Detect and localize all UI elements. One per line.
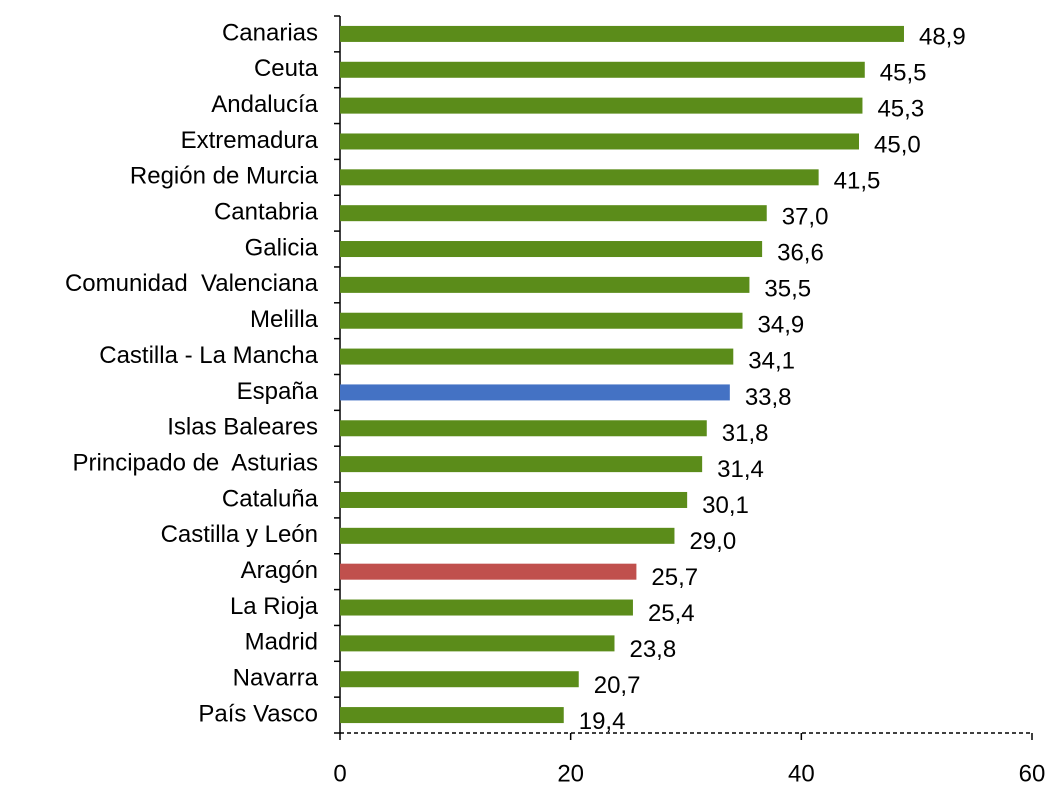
value-label: 20,7 bbox=[594, 672, 641, 699]
y-tick-label: España bbox=[237, 378, 319, 405]
value-label: 36,6 bbox=[777, 240, 824, 267]
value-label: 45,0 bbox=[874, 131, 921, 158]
bar bbox=[340, 276, 750, 293]
bar bbox=[340, 599, 633, 616]
bar bbox=[340, 169, 819, 186]
bar bbox=[340, 456, 703, 473]
y-tick-label: Cataluña bbox=[222, 485, 319, 512]
bar bbox=[340, 25, 904, 42]
x-tick-label: 40 bbox=[788, 760, 815, 785]
value-label: 41,5 bbox=[834, 167, 881, 194]
value-label: 34,9 bbox=[758, 312, 805, 339]
value-label: 48,9 bbox=[919, 23, 966, 50]
value-label: 45,5 bbox=[880, 59, 927, 86]
bar bbox=[340, 563, 637, 580]
y-tick-label: Islas Baleares bbox=[167, 414, 318, 441]
bar bbox=[340, 635, 615, 652]
y-tick-label: La Rioja bbox=[230, 593, 319, 620]
value-label: 30,1 bbox=[702, 492, 749, 519]
value-label: 31,8 bbox=[722, 420, 769, 447]
value-label: 29,0 bbox=[689, 528, 736, 555]
value-label: 33,8 bbox=[745, 384, 792, 411]
x-tick-label: 20 bbox=[557, 760, 584, 785]
bar bbox=[340, 241, 763, 258]
value-label: 23,8 bbox=[629, 636, 676, 663]
bar bbox=[340, 97, 863, 114]
value-label: 35,5 bbox=[764, 276, 811, 303]
bar bbox=[340, 420, 707, 437]
y-tick-label: Canarias bbox=[222, 19, 318, 46]
bar bbox=[340, 491, 688, 508]
y-tick-label: Galicia bbox=[245, 234, 319, 261]
y-tick-label: País Vasco bbox=[198, 700, 318, 727]
value-label: 37,0 bbox=[782, 204, 829, 231]
value-label: 31,4 bbox=[717, 456, 764, 483]
y-tick-label: Comunidad Valenciana bbox=[65, 270, 319, 297]
bar bbox=[340, 61, 865, 78]
y-tick-label: Andalucía bbox=[211, 91, 318, 118]
bar bbox=[340, 527, 675, 544]
bar bbox=[340, 671, 579, 688]
bar bbox=[340, 707, 564, 724]
y-tick-label: Melilla bbox=[250, 306, 319, 333]
y-tick-label: Navarra bbox=[233, 665, 319, 692]
value-label: 25,4 bbox=[648, 600, 695, 627]
value-label: 19,4 bbox=[579, 708, 626, 735]
bar bbox=[340, 384, 730, 401]
y-tick-label: Castilla y León bbox=[161, 521, 318, 548]
bar bbox=[340, 205, 767, 222]
y-tick-label: Extremadura bbox=[181, 127, 319, 154]
bar bbox=[340, 348, 734, 365]
y-tick-label: Aragón bbox=[241, 557, 318, 584]
y-tick-label: Ceuta bbox=[254, 55, 319, 82]
value-label: 45,3 bbox=[877, 95, 924, 122]
value-label: 25,7 bbox=[651, 564, 698, 591]
y-tick-label: Región de Murcia bbox=[130, 163, 319, 190]
y-tick-label: Cantabria bbox=[214, 199, 319, 226]
y-tick-label: Principado de Asturias bbox=[73, 449, 318, 476]
y-tick-label: Castilla - La Mancha bbox=[99, 342, 318, 369]
bar bbox=[340, 133, 859, 150]
x-tick-label: 0 bbox=[333, 760, 346, 785]
y-tick-label: Madrid bbox=[245, 629, 318, 656]
value-label: 34,1 bbox=[748, 348, 795, 375]
x-tick-label: 60 bbox=[1019, 760, 1046, 785]
bar bbox=[340, 312, 743, 329]
